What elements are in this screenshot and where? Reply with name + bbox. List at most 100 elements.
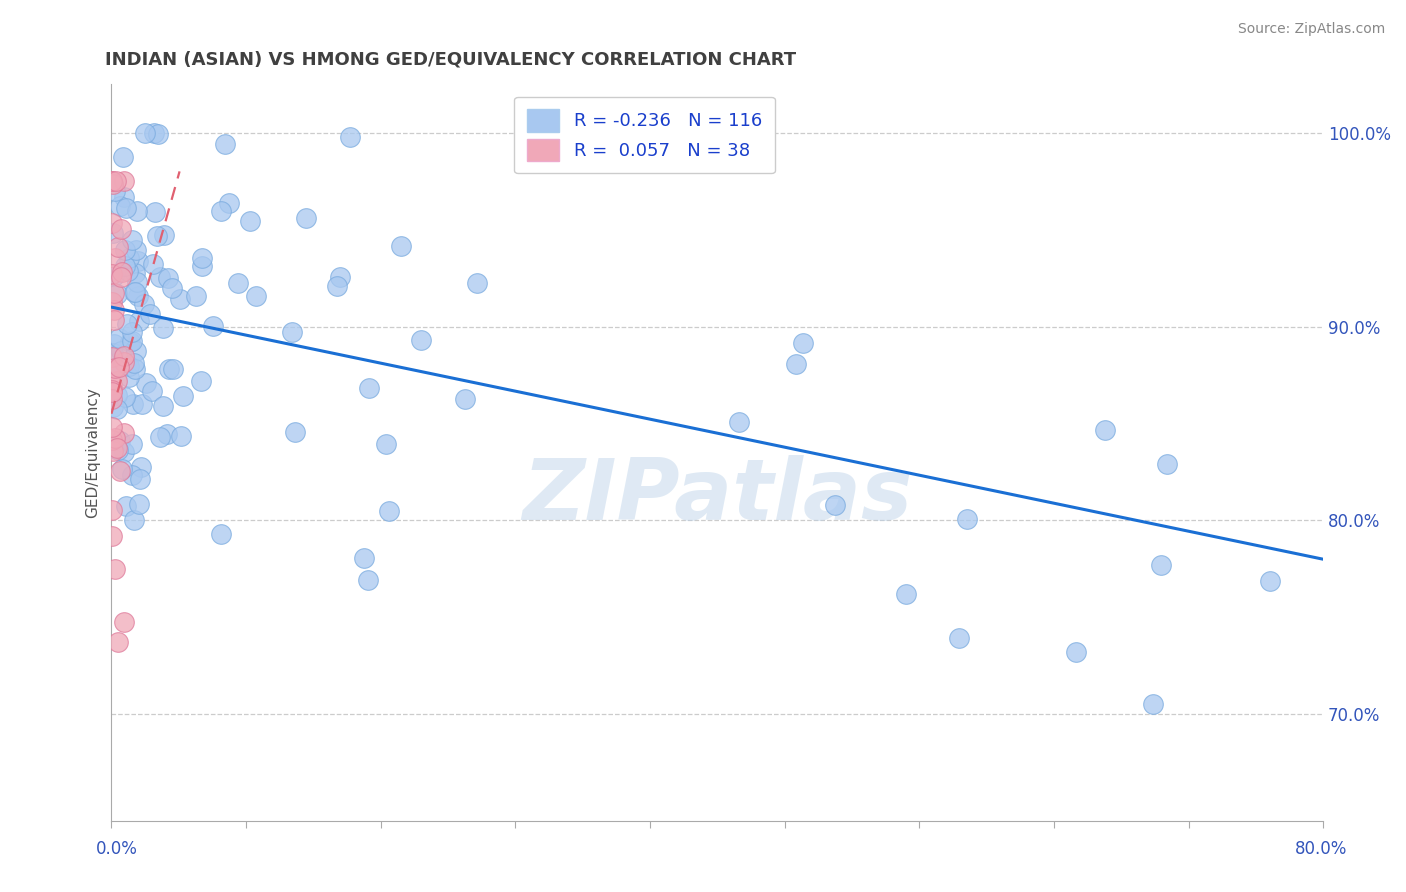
Point	[148, 127, 170, 141]
Point	[107, 240, 129, 254]
Point	[186, 288, 208, 302]
Point	[103, 361, 125, 376]
Text: 80.0%: 80.0%	[1295, 840, 1347, 858]
Point	[284, 425, 307, 439]
Point	[218, 196, 240, 211]
Point	[141, 384, 163, 399]
Point	[105, 374, 128, 388]
Point	[792, 336, 814, 351]
Point	[110, 462, 132, 476]
Point	[121, 437, 143, 451]
Point	[172, 389, 194, 403]
Point	[121, 234, 143, 248]
Point	[101, 216, 124, 230]
Legend: R = -0.236   N = 116, R =  0.057   N = 38: R = -0.236 N = 116, R = 0.057 N = 38	[515, 97, 775, 173]
Point	[118, 334, 141, 349]
Point	[142, 257, 165, 271]
Point	[125, 203, 148, 218]
Point	[1094, 424, 1116, 438]
Point	[117, 318, 139, 332]
Point	[105, 401, 128, 416]
Text: ZIPatlas: ZIPatlas	[522, 455, 912, 538]
Point	[389, 239, 412, 253]
Point	[465, 277, 488, 291]
Point	[121, 325, 143, 339]
Point	[824, 499, 846, 513]
Point	[103, 303, 125, 318]
Point	[104, 251, 127, 265]
Point	[108, 360, 131, 375]
Point	[124, 243, 146, 257]
Text: Source: ZipAtlas.com: Source: ZipAtlas.com	[1237, 22, 1385, 37]
Point	[409, 333, 432, 347]
Point	[108, 199, 131, 213]
Point	[101, 350, 124, 364]
Point	[101, 529, 124, 543]
Point	[104, 562, 127, 576]
Point	[114, 243, 136, 257]
Point	[112, 615, 135, 629]
Point	[214, 137, 236, 152]
Point	[101, 346, 124, 360]
Point	[112, 445, 135, 459]
Point	[127, 253, 149, 268]
Point	[353, 550, 375, 565]
Point	[1064, 645, 1087, 659]
Text: 0.0%: 0.0%	[96, 840, 138, 858]
Point	[122, 285, 145, 300]
Point	[101, 420, 124, 434]
Point	[153, 227, 176, 242]
Point	[112, 150, 135, 164]
Point	[209, 204, 232, 219]
Point	[101, 267, 124, 281]
Point	[114, 390, 136, 404]
Point	[785, 357, 807, 371]
Point	[128, 314, 150, 328]
Point	[125, 343, 148, 358]
Point	[148, 430, 170, 444]
Point	[122, 513, 145, 527]
Point	[105, 388, 128, 402]
Point	[131, 396, 153, 410]
Point	[157, 362, 180, 376]
Point	[118, 359, 141, 374]
Point	[156, 426, 179, 441]
Point	[115, 201, 138, 215]
Point	[122, 356, 145, 370]
Point	[191, 251, 214, 265]
Point	[101, 174, 124, 188]
Point	[128, 472, 150, 486]
Point	[245, 288, 267, 302]
Point	[112, 355, 135, 369]
Point	[125, 275, 148, 289]
Point	[105, 287, 128, 301]
Point	[454, 392, 477, 407]
Point	[145, 228, 167, 243]
Point	[101, 377, 124, 392]
Point	[104, 185, 127, 199]
Point	[948, 631, 970, 645]
Point	[132, 297, 155, 311]
Point	[138, 306, 160, 320]
Point	[101, 503, 124, 517]
Point	[956, 512, 979, 526]
Point	[101, 174, 124, 188]
Point	[143, 126, 166, 140]
Point	[124, 285, 146, 299]
Point	[357, 381, 380, 395]
Point	[160, 280, 183, 294]
Point	[152, 399, 174, 413]
Point	[375, 437, 398, 451]
Point	[107, 442, 129, 457]
Point	[117, 264, 139, 278]
Point	[118, 369, 141, 384]
Point	[101, 385, 124, 400]
Point	[112, 174, 135, 188]
Point	[108, 331, 131, 345]
Point	[110, 343, 132, 358]
Point	[110, 222, 132, 236]
Point	[143, 204, 166, 219]
Point	[727, 416, 749, 430]
Point	[101, 383, 124, 397]
Point	[357, 573, 380, 587]
